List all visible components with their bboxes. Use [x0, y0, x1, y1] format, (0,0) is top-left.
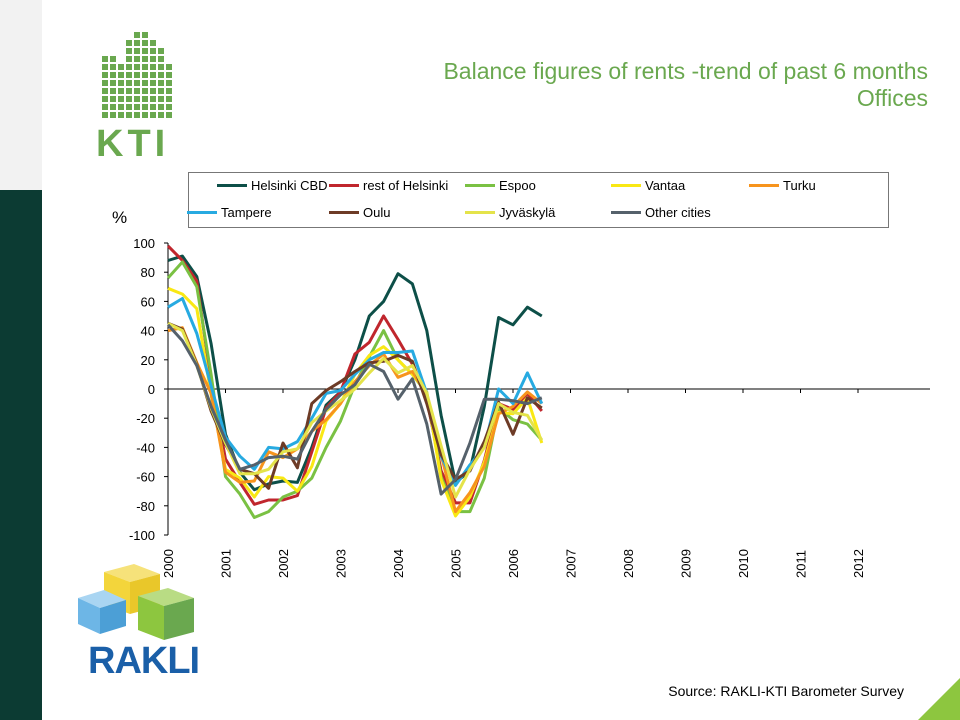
legend-item-helsinki-cbd: Helsinki CBD [217, 178, 328, 193]
legend-item-vantaa: Vantaa [611, 178, 685, 193]
x-tick-label: 2006 [506, 549, 521, 578]
legend-label: Helsinki CBD [251, 178, 328, 193]
legend-item-espoo: Espoo [465, 178, 536, 193]
series-line-turku [167, 326, 543, 514]
legend-item-rest-of-helsinki: rest of Helsinki [329, 178, 448, 193]
x-tick-label: 2012 [851, 549, 866, 578]
y-tick-label: 0 [148, 382, 155, 397]
corner-accent [918, 678, 960, 720]
y-tick-label: -40 [136, 440, 155, 455]
legend-swatch [611, 211, 641, 214]
x-tick-label: 2009 [679, 549, 694, 578]
legend-swatch [217, 184, 247, 187]
legend-label: Jyväskylä [499, 205, 556, 220]
legend-label: Turku [783, 178, 816, 193]
legend-label: Oulu [363, 205, 391, 220]
x-tick-label: 2004 [391, 549, 406, 578]
y-tick-label: -80 [136, 499, 155, 514]
legend-item-turku: Turku [749, 178, 816, 193]
y-tick-label: -60 [136, 470, 155, 485]
legend-label: Tampere [221, 205, 272, 220]
x-tick-label: 2001 [219, 549, 234, 578]
left-accent-bar-top [0, 0, 42, 190]
legend-swatch [329, 211, 359, 214]
y-tick-label: 100 [133, 236, 155, 251]
y-axis: 100 80 60 40 20 0 -20 -40 -60 -80 -100 [129, 236, 168, 543]
legend-swatch [329, 184, 359, 187]
chart-title-line2: Offices [856, 85, 928, 111]
x-tick-label: 2002 [276, 549, 291, 578]
legend-item-other-cities: Other cities [611, 205, 711, 220]
legend-label: Other cities [645, 205, 711, 220]
legend-swatch [465, 211, 495, 214]
kti-logo: KTI [96, 32, 172, 163]
rakli-logo-cubes [78, 564, 194, 640]
x-tick-label: 2005 [449, 549, 464, 578]
kti-logo-text: KTI [96, 123, 169, 163]
legend-swatch [749, 184, 779, 187]
y-tick-label: 80 [141, 265, 155, 280]
legend-label: Espoo [499, 178, 536, 193]
chart-title-line1: Balance figures of rents -trend of past … [443, 58, 928, 84]
x-tick-label: 2000 [161, 549, 176, 578]
legend-item-oulu: Oulu [329, 205, 390, 220]
y-tick-label: -20 [136, 411, 155, 426]
series-layer [166, 244, 544, 519]
y-axis-unit-label: % [112, 208, 128, 227]
x-tick-label: 2007 [564, 549, 579, 578]
series-line-jyv-skyl- [167, 321, 544, 499]
x-tick-label: 2010 [736, 549, 751, 578]
y-tick-label: 60 [141, 294, 155, 309]
x-tick-label: 2011 [794, 550, 809, 578]
x-tick-label: 2003 [334, 549, 349, 578]
x-axis: 2000 2001 2002 2003 2004 2005 2006 2007 2008 2009… [161, 389, 866, 578]
y-tick-label: 20 [141, 353, 155, 368]
chart-legend: Helsinki CBD rest of Helsinki Espoo Vant… [187, 172, 889, 228]
rakli-logo-text: RAKLI [88, 640, 200, 682]
chart-title: Balance figures of rents -trend of past … [443, 58, 928, 112]
legend-label: Vantaa [645, 178, 686, 193]
legend-label: rest of Helsinki [363, 178, 449, 193]
legend-swatch [611, 184, 641, 187]
source-note: Source: RAKLI-KTI Barometer Survey [668, 683, 904, 699]
series-line-other-cities [166, 323, 543, 496]
y-tick-label: -100 [129, 528, 155, 543]
legend-swatch [187, 211, 217, 214]
y-tick-label: 40 [141, 324, 155, 339]
left-accent-bar [0, 190, 42, 720]
legend-item-tampere: Tampere [187, 205, 272, 220]
legend-swatch [465, 184, 495, 187]
x-tick-label: 2008 [621, 549, 636, 578]
legend-item-jyvaskyla: Jyväskylä [465, 205, 555, 220]
